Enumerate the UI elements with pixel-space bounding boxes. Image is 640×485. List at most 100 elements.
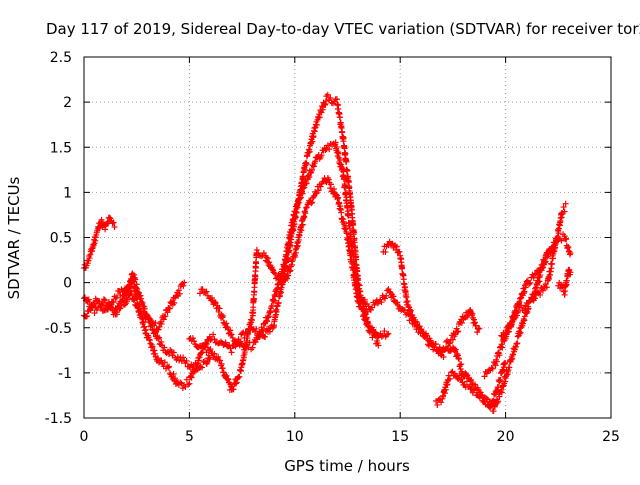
data-point [458, 319, 465, 326]
y-tick-label: 1.5 [50, 140, 72, 156]
data-point [394, 299, 401, 306]
data-point [266, 328, 273, 335]
data-point [350, 265, 357, 272]
data-point [475, 326, 482, 333]
data-point [219, 314, 226, 321]
data-point [240, 354, 247, 361]
data-point [521, 288, 528, 295]
data-point [236, 373, 243, 380]
data-point [285, 272, 292, 279]
data-point [273, 308, 280, 315]
data-point [490, 408, 497, 415]
data-point [313, 121, 320, 128]
data-point [308, 166, 315, 173]
data-point [91, 300, 98, 307]
data-point [146, 337, 153, 344]
data-points-layer [81, 91, 574, 415]
data-point [452, 346, 459, 353]
data-point [170, 349, 177, 356]
data-point [442, 386, 449, 393]
data-point [233, 380, 240, 387]
data-point [488, 365, 495, 372]
data-point [207, 346, 214, 353]
data-point [342, 183, 349, 190]
data-point [436, 346, 443, 353]
data-point [480, 394, 487, 401]
data-point [124, 296, 131, 303]
series-10 [555, 266, 574, 298]
data-point [170, 370, 177, 377]
data-point [154, 355, 161, 362]
data-point [233, 379, 240, 386]
data-point [328, 99, 335, 106]
data-point [497, 377, 504, 384]
data-point [235, 374, 242, 381]
data-point [337, 157, 344, 164]
data-point [158, 357, 165, 364]
data-point [91, 310, 98, 317]
data-point [211, 350, 218, 357]
data-point [166, 370, 173, 377]
data-point [81, 294, 88, 301]
data-point [554, 233, 561, 240]
data-point [302, 210, 309, 217]
series-4 [196, 139, 483, 355]
data-point [230, 386, 237, 393]
data-point [173, 356, 180, 363]
data-point [336, 200, 343, 207]
data-point [284, 275, 291, 282]
data-point [418, 326, 425, 333]
series-3 [112, 270, 213, 375]
data-point [325, 176, 332, 183]
data-point [222, 339, 229, 346]
data-point [175, 287, 182, 294]
data-point [440, 353, 447, 360]
data-point [271, 297, 278, 304]
data-point [463, 378, 470, 385]
series-6 [380, 238, 509, 409]
data-point [350, 221, 357, 228]
data-point [136, 307, 143, 314]
data-point [495, 384, 502, 391]
data-point [456, 356, 463, 363]
data-point [189, 364, 196, 371]
data-point [303, 204, 310, 211]
series-1 [81, 91, 392, 392]
data-point [333, 96, 340, 103]
data-point [176, 357, 183, 364]
data-point [399, 264, 406, 271]
data-point [152, 350, 159, 357]
data-point [527, 279, 534, 286]
data-point [185, 381, 192, 388]
data-point [333, 143, 340, 150]
data-point [287, 229, 294, 236]
data-point [483, 396, 490, 403]
data-point [367, 325, 374, 332]
data-point [546, 276, 553, 283]
data-point [180, 282, 187, 289]
x-tick-label: 20 [497, 429, 515, 445]
data-point [452, 370, 459, 377]
data-point [241, 349, 248, 356]
data-point [381, 328, 388, 335]
data-point [301, 214, 308, 221]
data-point [166, 305, 173, 312]
data-point [264, 255, 271, 262]
data-point [468, 376, 475, 383]
data-point [152, 330, 159, 337]
data-point [299, 190, 306, 197]
data-point [158, 338, 165, 345]
data-point [248, 317, 255, 324]
data-point [537, 291, 544, 298]
data-point [190, 362, 197, 369]
data-point [322, 147, 329, 154]
data-point [206, 356, 213, 363]
data-point [498, 389, 505, 396]
data-point [447, 340, 454, 347]
data-point [102, 297, 109, 304]
data-point [382, 249, 389, 256]
data-point [506, 364, 513, 371]
x-axis-title: GPS time / hours [284, 457, 410, 475]
data-point [203, 288, 210, 295]
